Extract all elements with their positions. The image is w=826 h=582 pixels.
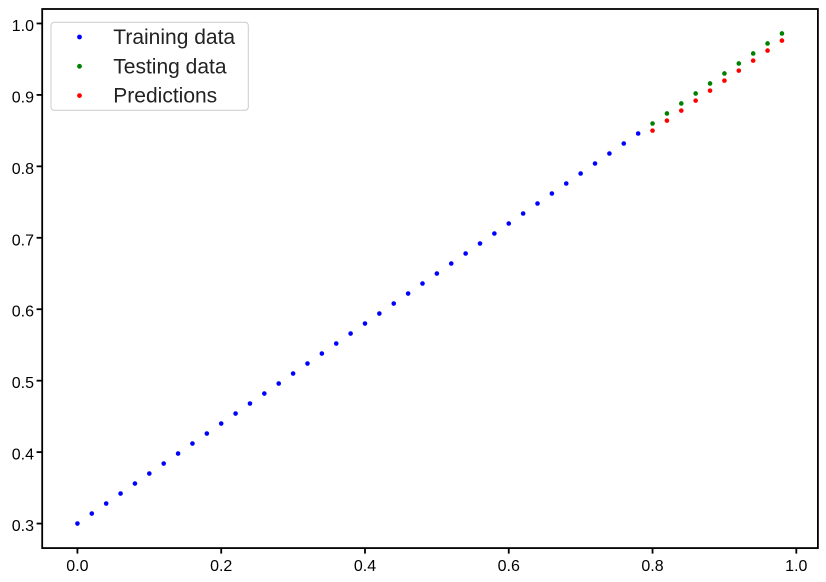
svg-text:0.9: 0.9 (12, 89, 34, 106)
svg-text:Predictions: Predictions (113, 85, 217, 108)
svg-text:0.4: 0.4 (354, 558, 376, 575)
svg-text:1.0: 1.0 (12, 18, 34, 35)
svg-text:0.3: 0.3 (12, 518, 34, 535)
svg-text:Training data: Training data (113, 26, 235, 49)
svg-text:0.7: 0.7 (12, 232, 34, 249)
svg-text:0.8: 0.8 (641, 558, 663, 575)
svg-text:0.6: 0.6 (498, 558, 520, 575)
svg-text:0.8: 0.8 (12, 161, 34, 178)
svg-text:0.4: 0.4 (12, 447, 34, 464)
svg-text:0.0: 0.0 (66, 558, 88, 575)
svg-text:0.6: 0.6 (12, 304, 34, 321)
svg-text:1.0: 1.0 (785, 558, 807, 575)
svg-text:Testing data: Testing data (113, 55, 227, 78)
svg-text:0.2: 0.2 (210, 558, 232, 575)
svg-text:0.5: 0.5 (12, 375, 34, 392)
